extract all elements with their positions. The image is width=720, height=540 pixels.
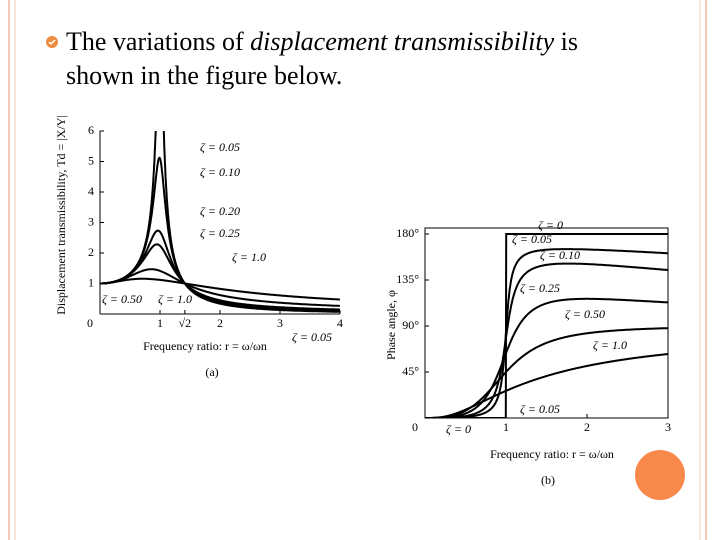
x-tick-label: 0 bbox=[412, 420, 418, 434]
y-tick-label: 180° bbox=[396, 226, 419, 240]
x-tick-label: 2 bbox=[584, 420, 590, 434]
curve-label: ζ = 0.50 bbox=[565, 307, 605, 321]
x-tick-label: 0 bbox=[87, 316, 93, 330]
text: The variations of bbox=[66, 27, 250, 56]
x-axis-label: Frequency ratio: r = ω/ωn bbox=[490, 447, 614, 461]
text: is bbox=[554, 27, 578, 56]
caption: (a) bbox=[205, 365, 218, 379]
curve-label: ζ = 1.0 bbox=[158, 292, 192, 306]
x-tick-label: 3 bbox=[277, 316, 283, 330]
curve-label: ζ = 0.05 bbox=[520, 402, 560, 416]
curve-label: ζ = 0.25 bbox=[200, 226, 240, 240]
y-tick-label: 2 bbox=[88, 245, 94, 259]
y-axis-label: Displacement transmissibility, Td = |X/Y… bbox=[54, 115, 68, 315]
curve bbox=[100, 156, 340, 313]
curve-label: ζ = 0 bbox=[538, 218, 563, 232]
curves bbox=[425, 233, 668, 418]
curve-label: ζ = 0.25 bbox=[520, 281, 560, 295]
y-tick-label: 3 bbox=[88, 214, 94, 228]
curve-label: ζ = 1.0 bbox=[232, 250, 266, 264]
curve bbox=[425, 248, 668, 418]
figures: 0 1 √2 2 3 4 1 2 3 4 5 6 ζ = 0.05 ζ = 0.05 ζ = 0.10 ζ =… bbox=[54, 115, 671, 487]
x-tick-label: 1 bbox=[157, 316, 163, 330]
curve-label: ζ = 0.50 bbox=[102, 292, 142, 306]
decor-circle bbox=[635, 450, 685, 500]
curve bbox=[425, 353, 668, 418]
y-tick-label: 4 bbox=[88, 184, 94, 198]
y-tick-label: 6 bbox=[88, 123, 94, 137]
curve bbox=[100, 243, 340, 311]
x-tick-label: 2 bbox=[217, 316, 223, 330]
x-tick-label: 4 bbox=[337, 316, 343, 330]
y-tick-label: 1 bbox=[88, 275, 94, 289]
curve-label: ζ = 0.10 bbox=[200, 165, 240, 179]
x-tick-label: 1 bbox=[503, 420, 509, 434]
y-tick-label: 90° bbox=[402, 318, 419, 332]
x-tick-label: √2 bbox=[179, 316, 192, 330]
emphasis: displacement transmissibility bbox=[250, 27, 555, 56]
curve-label: ζ = 0.10 bbox=[540, 248, 580, 262]
curve-label: ζ = 0.05 bbox=[292, 330, 332, 344]
bullet-check bbox=[48, 39, 56, 46]
y-tick-label: 45° bbox=[402, 364, 419, 378]
curve-label: ζ = 1.0 bbox=[593, 338, 627, 352]
curve bbox=[100, 277, 340, 301]
y-tick-label: 5 bbox=[88, 153, 94, 167]
bullet-text: shown in the figure below. bbox=[66, 61, 342, 90]
caption: (b) bbox=[541, 473, 555, 487]
y-tick-label: 135° bbox=[396, 272, 419, 286]
curve bbox=[100, 268, 340, 307]
y-axis-label: Phase angle, φ bbox=[384, 290, 398, 360]
curves bbox=[100, 131, 340, 313]
curve-label: ζ = 0.05 bbox=[512, 232, 552, 246]
curve-label: ζ = 0 bbox=[446, 422, 471, 436]
x-axis-label: Frequency ratio: r = ω/ωn bbox=[143, 339, 267, 353]
curve bbox=[425, 233, 668, 418]
curve-label: ζ = 0.20 bbox=[200, 204, 240, 218]
curve-label: ζ = 0.05 bbox=[200, 140, 240, 154]
curve bbox=[425, 297, 668, 418]
curve bbox=[425, 262, 668, 418]
frame bbox=[424, 227, 669, 419]
x-tick-label: 3 bbox=[665, 420, 671, 434]
bullet-text: The variations of displacement transmiss… bbox=[66, 27, 578, 56]
